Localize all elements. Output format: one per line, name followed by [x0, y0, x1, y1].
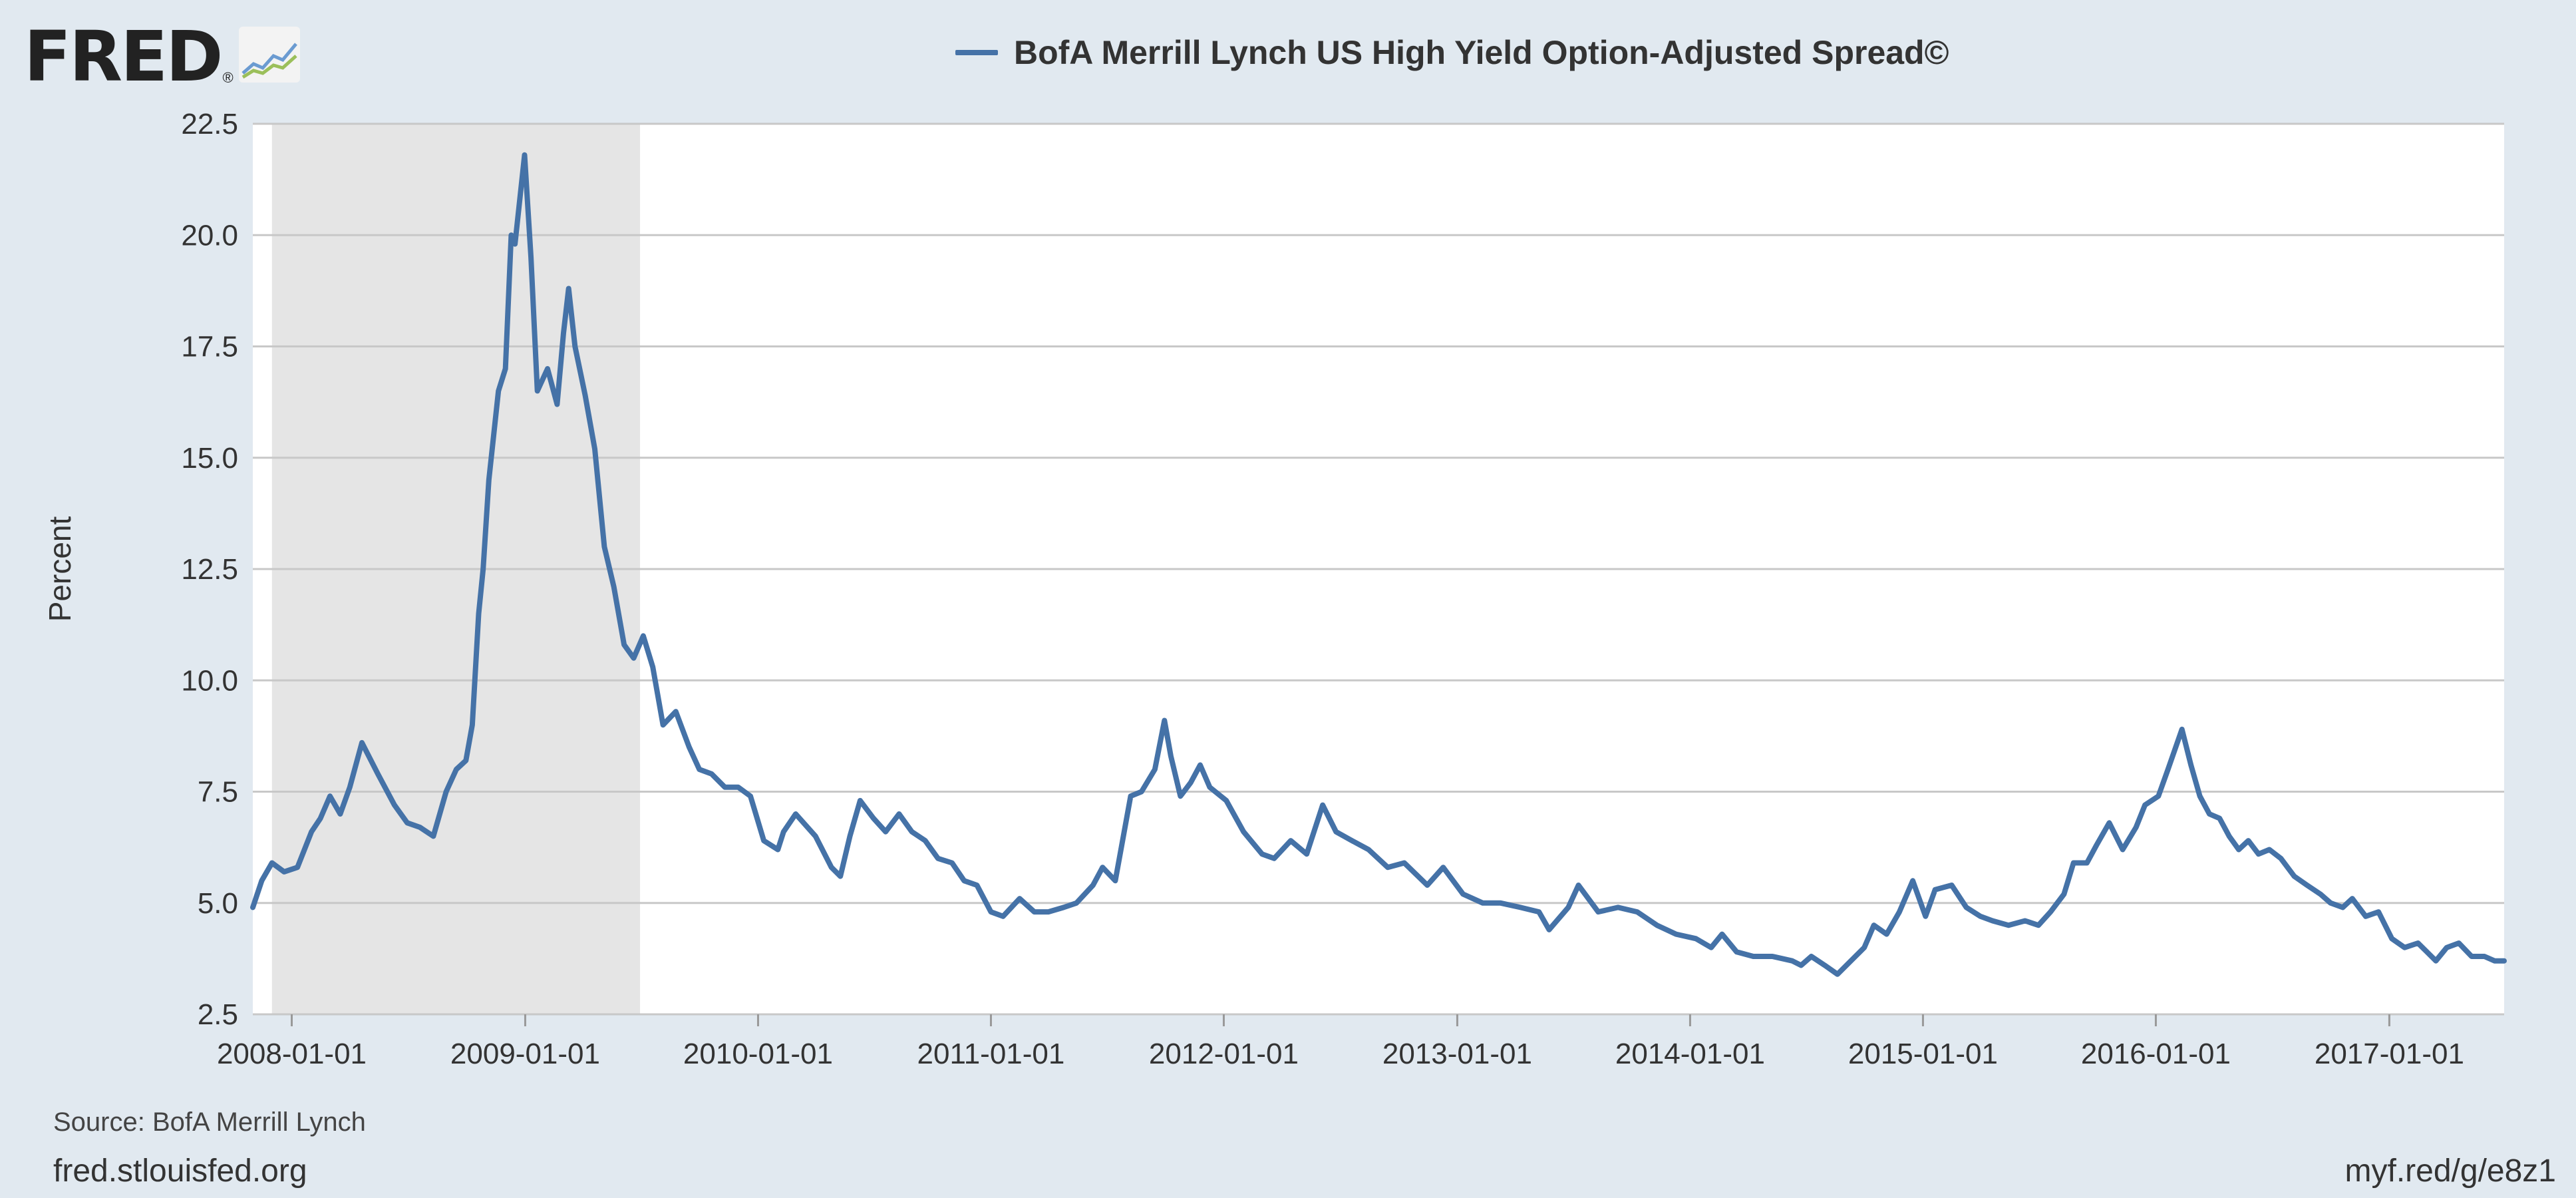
x-tick-label: 2011-01-01 — [917, 1038, 1065, 1070]
y-tick-label: 10.0 — [181, 664, 238, 697]
logo-registered-mark: ® — [222, 69, 234, 86]
x-tick-label: 2009-01-01 — [450, 1038, 600, 1070]
y-axis-ticks: 2.5 5.0 7.5 10.0 12.5 15.0 17.5 20.0 22.5 — [181, 108, 238, 1031]
y-tick-label: 12.5 — [181, 553, 238, 586]
x-tick-label: 2016-01-01 — [2081, 1038, 2231, 1070]
x-tick-label: 2008-01-01 — [217, 1038, 367, 1070]
x-tick-label: 2014-01-01 — [1615, 1038, 1765, 1070]
y-tick-label: 5.0 — [198, 887, 238, 920]
y-tick-label: 22.5 — [181, 108, 238, 140]
y-tick-label: 15.0 — [181, 442, 238, 475]
series-line — [250, 152, 2507, 977]
x-axis-ticks: 2008-01-01 2009-01-01 2010-01-01 2011-01-01… — [217, 1014, 2464, 1070]
site-link[interactable]: fred.stlouisfed.org — [53, 1153, 307, 1189]
chart-legend: BofA Merrill Lynch US High Yield Option-… — [955, 33, 1949, 72]
x-tick-label: 2012-01-01 — [1149, 1038, 1299, 1070]
x-tick-label: 2017-01-01 — [2315, 1038, 2464, 1070]
x-tick-label: 2013-01-01 — [1382, 1038, 1532, 1070]
short-link[interactable]: myf.red/g/e8z1 — [2344, 1153, 2556, 1189]
line-chart-icon — [238, 27, 300, 83]
legend-swatch — [955, 50, 998, 55]
y-tick-label: 20.0 — [181, 219, 238, 252]
x-tick-label: 2010-01-01 — [683, 1038, 833, 1070]
legend-label: BofA Merrill Lynch US High Yield Option-… — [1014, 34, 1949, 71]
y-tick-label: 7.5 — [198, 776, 238, 809]
y-tick-label: 17.5 — [181, 331, 238, 363]
y-axis-title: Percent — [43, 516, 77, 622]
x-tick-label: 2015-01-01 — [1848, 1038, 1998, 1070]
y-tick-label: 2.5 — [198, 998, 238, 1031]
grid-lines — [253, 122, 2504, 1016]
source-note: Source: BofA Merrill Lynch — [53, 1107, 366, 1137]
logo-text: FRED — [24, 16, 223, 97]
fred-logo[interactable]: FRED ® — [24, 20, 300, 93]
